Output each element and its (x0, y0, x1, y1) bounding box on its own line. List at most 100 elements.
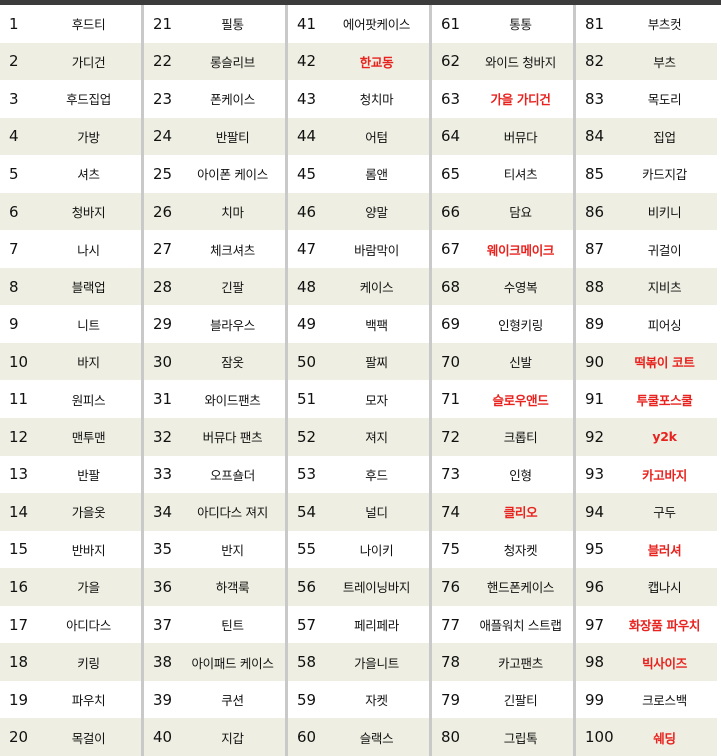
table-row: 62 와이드 청바지 (432, 42, 573, 81)
table-row: 22 롱슬리브 (144, 42, 285, 81)
keyword: 널디 (365, 505, 388, 521)
table-row: 5 셔츠 (0, 155, 141, 193)
rank-number: 72 (441, 427, 461, 446)
table-row: 39 쿠션 (144, 681, 285, 719)
rank-number: 65 (441, 164, 461, 183)
table-row: 17 아디다스 (0, 606, 141, 644)
rank-number: 90 (585, 352, 605, 371)
keyword: 틴트 (221, 618, 244, 634)
table-row: 99 크로스백 (576, 681, 717, 719)
rank-number: 28 (153, 277, 173, 296)
rank-number: 84 (585, 127, 605, 146)
table-row: 14 가을옷 (0, 493, 141, 531)
keyword-highlighted: 블러셔 (647, 542, 682, 558)
rank-number: 46 (297, 202, 317, 221)
rank-number: 7 (9, 240, 19, 259)
keyword-highlighted: 슬로우앤드 (492, 392, 549, 408)
keyword: 티셔츠 (503, 167, 538, 183)
rank-number: 42 (297, 52, 317, 71)
rank-number: 26 (153, 202, 173, 221)
table-row: 81 부츠컷 (576, 5, 717, 43)
keyword-highlighted: 가을 가디건 (490, 92, 551, 108)
keyword-highlighted: 빅사이즈 (642, 655, 687, 671)
table-row: 33 오프숄더 (144, 456, 285, 494)
keyword: 케이스 (359, 280, 394, 296)
rank-number: 71 (441, 390, 461, 409)
table-row: 64 버뮤다 (432, 117, 573, 156)
keyword: 모자 (365, 392, 388, 408)
table-row: 98 빅사이즈 (576, 643, 717, 681)
rank-number: 3 (9, 89, 19, 108)
table-row: 87 귀걸이 (576, 230, 717, 268)
keyword: 담요 (509, 205, 532, 220)
keyword: 카고팬츠 (498, 655, 543, 671)
rank-number: 40 (153, 728, 173, 747)
keyword: 체크셔츠 (210, 242, 255, 258)
table-row: 27 체크셔츠 (144, 230, 285, 268)
rank-number: 37 (153, 615, 173, 634)
rank-number: 85 (585, 164, 605, 183)
rank-number: 70 (441, 352, 461, 371)
rank-number: 6 (9, 202, 19, 221)
table-row: 23 폰케이스 (144, 80, 285, 118)
table-row: 75 청자켓 (432, 531, 573, 569)
keyword: 긴팔 (221, 280, 244, 296)
keyword-highlighted: 카고바지 (642, 467, 687, 483)
keyword: 원피스 (71, 392, 106, 408)
rank-number: 32 (153, 427, 173, 446)
table-row: 8 블랙업 (0, 267, 141, 306)
table-row: 53 후드 (288, 456, 429, 494)
rank-number: 66 (441, 202, 461, 221)
table-row: 94 구두 (576, 493, 717, 531)
rank-number: 31 (153, 390, 173, 409)
keyword: 인형키링 (498, 317, 543, 333)
table-row: 21 필통 (144, 5, 285, 43)
rank-number: 86 (585, 202, 605, 221)
rank-number: 99 (585, 690, 605, 709)
rank-column-group: 1 후드티 2 가디건 3 후드집업 4 가방 5 셔츠 6 청바지 7 나시 8 블랙업 9 니트 10 바지 11 원… (0, 5, 141, 756)
rank-number: 77 (441, 615, 461, 634)
table-row: 69 인형키링 (432, 305, 573, 343)
keyword: 지비츠 (647, 280, 682, 296)
rank-number: 97 (585, 615, 605, 634)
table-row: 58 가을니트 (288, 643, 429, 681)
table-row: 20 목걸이 (0, 718, 141, 756)
rank-number: 5 (9, 164, 19, 183)
rank-number: 35 (153, 540, 173, 559)
table-row: 67 웨이크메이크 (432, 230, 573, 268)
table-row: 68 수영복 (432, 267, 573, 306)
table-row: 11 원피스 (0, 380, 141, 418)
table-row: 2 가디건 (0, 42, 141, 81)
keyword: 후드티 (71, 17, 106, 33)
rank-column-group: 41 에어팟케이스 42 한교동 43 청치마 44 어텀 45 롬앤 46 양말 47 바람막이 48 케이… (288, 5, 429, 756)
keyword-highlighted: 클리오 (503, 505, 538, 521)
keyword: 블라우스 (210, 317, 255, 333)
table-row: 72 크롭티 (432, 418, 573, 456)
keyword: 나시 (77, 242, 100, 258)
rank-number: 50 (297, 352, 317, 371)
table-row: 100 쉐딩 (576, 718, 717, 756)
keyword: 카드지갑 (642, 167, 687, 183)
rank-number: 12 (9, 427, 29, 446)
table-row: 51 모자 (288, 380, 429, 418)
keyword: 수영복 (503, 280, 538, 296)
column-divider (285, 5, 288, 756)
rank-number: 34 (153, 502, 173, 521)
table-row: 95 블러셔 (576, 531, 717, 569)
keyword: 반팔티 (215, 129, 250, 145)
table-row: 96 캡나시 (576, 568, 717, 606)
table-row: 79 긴팔티 (432, 681, 573, 719)
table-row: 29 블라우스 (144, 305, 285, 343)
table-row: 9 니트 (0, 305, 141, 343)
table-row: 26 치마 (144, 192, 285, 231)
keyword: 가디건 (71, 54, 106, 70)
rank-number: 60 (297, 728, 317, 747)
keyword: 오프숄더 (210, 467, 255, 483)
rank-number: 27 (153, 240, 173, 259)
keyword: 양말 (365, 205, 388, 220)
rank-number: 63 (441, 89, 461, 108)
keyword: 가방 (77, 129, 100, 145)
rank-number: 93 (585, 465, 605, 484)
rank-number: 100 (585, 728, 614, 747)
rank-column-group: 61 통통 62 와이드 청바지 63 가을 가디건 64 버뮤다 65 티셔츠 66 담요 67 웨이크… (432, 5, 573, 756)
